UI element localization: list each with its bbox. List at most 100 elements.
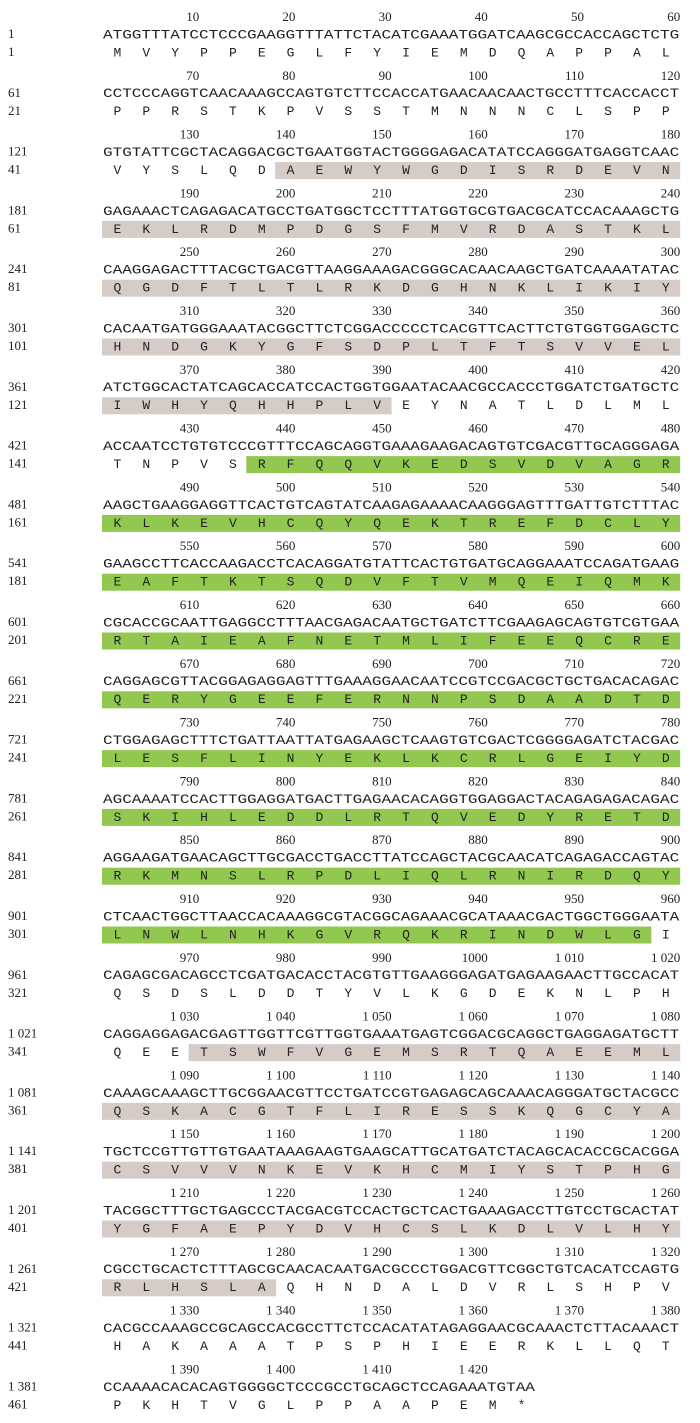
- amino-acid: L: [344, 398, 352, 413]
- amino-acid: E: [200, 516, 208, 531]
- amino-acid: L: [229, 810, 237, 825]
- amino-acid: F: [402, 222, 410, 237]
- amino-acid: Q: [114, 986, 122, 1001]
- amino-acid: T: [258, 575, 266, 590]
- amino-acid: W: [171, 927, 179, 942]
- amino-acid: Y: [662, 516, 670, 531]
- amino-acid: M: [460, 1163, 468, 1178]
- ruler-number: 1 310: [555, 1244, 584, 1259]
- amino-acid: L: [229, 1280, 237, 1295]
- ruler-number: 190: [180, 185, 200, 200]
- amino-acid: E: [142, 751, 150, 766]
- amino-acid: L: [431, 1280, 439, 1295]
- amino-acid: E: [373, 1045, 381, 1060]
- nt-sequence: CTCAACTGGCTTAACCACAAAGGCGTACGGCAGAAACGCA…: [103, 909, 679, 924]
- amino-acid: D: [171, 339, 179, 354]
- ruler-number: 490: [180, 479, 200, 494]
- amino-acid: K: [229, 575, 237, 590]
- amino-acid: V: [171, 1163, 179, 1178]
- amino-acid: G: [142, 1221, 150, 1236]
- ruler-number: 1 080: [651, 1009, 680, 1024]
- ruler-number: 1 030: [170, 1009, 199, 1024]
- domain-highlight: [102, 926, 652, 944]
- ruler-number: 680: [276, 656, 296, 671]
- nt-start: 1 021: [8, 1026, 37, 1041]
- amino-acid: V: [344, 1221, 352, 1236]
- amino-acid: V: [316, 104, 324, 119]
- amino-acid: A: [200, 1221, 208, 1236]
- amino-acid: S: [373, 222, 381, 237]
- amino-acid: W: [142, 398, 150, 413]
- amino-acid: K: [518, 281, 526, 296]
- amino-acid: P: [229, 45, 237, 60]
- amino-acid: C: [402, 1221, 410, 1236]
- amino-acid: S: [200, 104, 208, 119]
- amino-acid: A: [258, 1280, 266, 1295]
- amino-acid: Q: [518, 45, 526, 60]
- domain-highlight: [102, 397, 392, 415]
- amino-acid: Y: [633, 751, 641, 766]
- ruler-number: 830: [565, 773, 585, 788]
- amino-acid: G: [344, 1045, 352, 1060]
- amino-acid: A: [402, 1280, 410, 1295]
- nt-start: 481: [8, 496, 28, 511]
- amino-acid: R: [662, 457, 670, 472]
- amino-acid: E: [633, 339, 641, 354]
- amino-acid: V: [114, 163, 122, 178]
- amino-acid: T: [229, 281, 237, 296]
- amino-acid: G: [431, 163, 439, 178]
- amino-acid: A: [200, 1339, 208, 1354]
- amino-acid: L: [662, 45, 670, 60]
- amino-acid: Q: [344, 457, 352, 472]
- amino-acid: N: [287, 751, 295, 766]
- ruler-number: 450: [372, 421, 392, 436]
- amino-acid: H: [200, 810, 208, 825]
- amino-acid: T: [402, 810, 410, 825]
- amino-acid: D: [518, 1221, 526, 1236]
- ruler-number: 1 220: [266, 1185, 295, 1200]
- amino-acid: R: [402, 1104, 410, 1119]
- nt-start: 301: [8, 320, 28, 335]
- amino-acid: L: [431, 633, 439, 648]
- amino-acid: H: [662, 986, 670, 1001]
- amino-acid: E: [171, 1045, 179, 1060]
- ruler-number: 1 180: [459, 1126, 488, 1141]
- nt-sequence: TGCTCCGTTGTTGTGAATAAAGAAGTGAAGCATTGCATGA…: [103, 1145, 679, 1160]
- amino-acid: K: [171, 516, 179, 531]
- amino-acid: L: [575, 104, 583, 119]
- amino-acid: R: [171, 692, 179, 707]
- ruler-number: 760: [468, 715, 488, 730]
- ruler-number: 1 380: [651, 1303, 680, 1318]
- amino-acid: K: [546, 1339, 554, 1354]
- ruler-number: 840: [661, 773, 681, 788]
- aa-start: 121: [8, 397, 28, 412]
- amino-acid: P: [431, 1398, 439, 1413]
- amino-acid: T: [460, 516, 468, 531]
- amino-acid: S: [546, 1163, 554, 1178]
- amino-acid: S: [489, 457, 497, 472]
- ruler-number: 1 020: [651, 950, 680, 965]
- amino-acid: E: [114, 575, 122, 590]
- amino-acid: D: [604, 692, 612, 707]
- amino-acid: M: [431, 104, 439, 119]
- amino-acid: L: [604, 927, 612, 942]
- ruler-number: 240: [661, 185, 681, 200]
- amino-acid: T: [287, 281, 295, 296]
- amino-acid: N: [431, 692, 439, 707]
- amino-acid: R: [575, 869, 583, 884]
- amino-acid: K: [142, 810, 150, 825]
- amino-acid: E: [460, 1339, 468, 1354]
- amino-acid: G: [287, 45, 295, 60]
- amino-acid: S: [344, 104, 352, 119]
- ruler-number: 1 280: [266, 1244, 295, 1259]
- amino-acid: H: [258, 516, 266, 531]
- domain-highlight: [102, 1102, 681, 1120]
- amino-acid: A: [287, 163, 295, 178]
- amino-acid: D: [344, 869, 352, 884]
- aa-start: 281: [8, 867, 28, 882]
- ruler-number: 1 340: [266, 1303, 295, 1318]
- amino-acid: G: [460, 986, 468, 1001]
- amino-acid: L: [316, 281, 324, 296]
- ruler-number: 970: [180, 950, 200, 965]
- aa-start: 41: [8, 162, 21, 177]
